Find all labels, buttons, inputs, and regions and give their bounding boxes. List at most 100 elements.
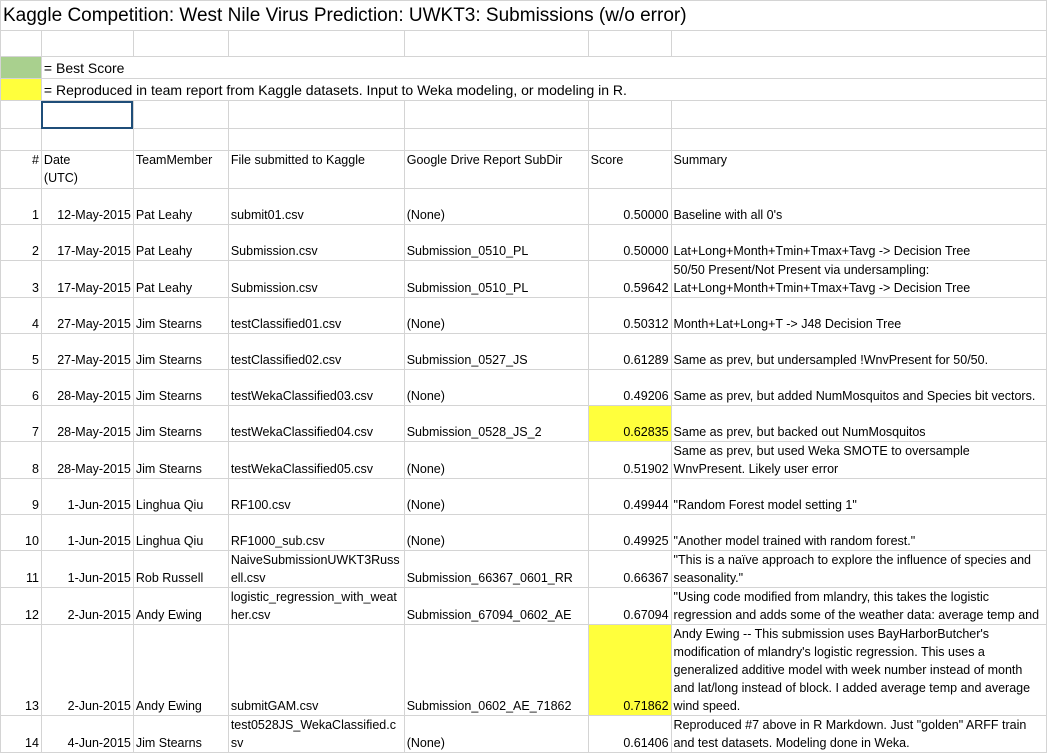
row-summary[interactable]: Reproduced #7 above in R Markdown. Just … [670,715,1047,753]
row-member[interactable]: Andy Ewing [132,587,229,625]
row-file[interactable]: testWekaClassified05.csv [227,441,405,479]
row-score[interactable]: 0.50000 [587,188,672,225]
row-file[interactable]: NaiveSubmissionUWKT3Russell.csv [227,550,405,588]
row-date[interactable]: 2-Jun-2015 [40,624,134,716]
row-score[interactable]: 0.51902 [587,441,672,479]
row-member[interactable]: Linghua Qiu [132,478,229,515]
row-member[interactable]: Linghua Qiu [132,514,229,551]
row-num[interactable]: 7 [0,405,42,442]
row-num[interactable]: 2 [0,224,42,261]
row-summary[interactable]: Same as prev, but backed out NumMosquito… [670,405,1047,442]
row-dir[interactable]: (None) [403,297,589,334]
row-score[interactable]: 0.66367 [587,550,672,588]
row-file[interactable]: testWekaClassified03.csv [227,369,405,406]
row-num[interactable]: 8 [0,441,42,479]
header-score[interactable]: Score [587,150,672,189]
row-file[interactable]: submitGAM.csv [227,624,405,716]
sheet-title[interactable]: Kaggle Competition: West Nile Virus Pred… [0,0,1047,31]
row-num[interactable]: 1 [0,188,42,225]
row-dir[interactable]: Submission_0527_JS [403,333,589,370]
row-summary[interactable]: Andy Ewing -- This submission uses BayHa… [670,624,1047,716]
row-num[interactable]: 10 [0,514,42,551]
row-num[interactable]: 12 [0,587,42,625]
row-member[interactable]: Jim Stearns [132,715,229,753]
legend-reproduced-swatch[interactable] [0,78,42,101]
row-file[interactable]: testClassified01.csv [227,297,405,334]
row-summary[interactable]: "This is a naïve approach to explore the… [670,550,1047,588]
row-score[interactable]: 0.49944 [587,478,672,515]
row-dir[interactable]: Submission_0528_JS_2 [403,405,589,442]
header-member[interactable]: TeamMember [132,150,229,189]
row-dir[interactable]: Submission_0510_PL [403,260,589,298]
row-dir[interactable]: (None) [403,715,589,753]
blank-cell[interactable] [0,30,42,57]
row-member[interactable]: Jim Stearns [132,333,229,370]
row-summary[interactable]: "Random Forest model setting 1" [670,478,1047,515]
row-dir[interactable]: (None) [403,441,589,479]
row-score[interactable]: 0.61406 [587,715,672,753]
row-score[interactable]: 0.49925 [587,514,672,551]
row-file[interactable]: Submission.csv [227,224,405,261]
row-num[interactable]: 14 [0,715,42,753]
row-summary[interactable]: "Another model trained with random fores… [670,514,1047,551]
row-summary[interactable]: Same as prev, but added NumMosquitos and… [670,369,1047,406]
header-file[interactable]: File submitted to Kaggle [227,150,405,189]
row-summary[interactable]: Lat+Long+Month+Tmin+Tmax+Tavg -> Decisio… [670,224,1047,261]
selected-cell[interactable] [40,100,134,129]
row-num[interactable]: 6 [0,369,42,406]
row-num[interactable]: 5 [0,333,42,370]
row-summary[interactable]: 50/50 Present/Not Present via undersampl… [670,260,1047,298]
row-score-highlighted[interactable]: 0.71862 [587,624,672,716]
row-dir[interactable]: Submission_66367_0601_RR [403,550,589,588]
row-date[interactable]: 12-May-2015 [40,188,134,225]
row-summary[interactable]: "Using code modified from mlandry, this … [670,587,1047,625]
row-file[interactable]: testClassified02.csv [227,333,405,370]
row-num[interactable]: 11 [0,550,42,588]
row-score[interactable]: 0.50000 [587,224,672,261]
row-date[interactable]: 28-May-2015 [40,405,134,442]
row-date[interactable]: 4-Jun-2015 [40,715,134,753]
row-dir[interactable]: Submission_67094_0602_AE [403,587,589,625]
row-member[interactable]: Jim Stearns [132,369,229,406]
row-dir[interactable]: (None) [403,478,589,515]
row-date[interactable]: 1-Jun-2015 [40,514,134,551]
row-file[interactable]: RF100.csv [227,478,405,515]
header-date[interactable]: Date (UTC) [40,150,134,189]
row-member[interactable]: Jim Stearns [132,297,229,334]
row-file[interactable]: logistic_regression_with_weather.csv [227,587,405,625]
row-file[interactable]: submit01.csv [227,188,405,225]
row-summary[interactable]: Same as prev, but undersampled !WnvPrese… [670,333,1047,370]
row-score[interactable]: 0.67094 [587,587,672,625]
row-dir[interactable]: Submission_0602_AE_71862 [403,624,589,716]
row-summary[interactable]: Baseline with all 0's [670,188,1047,225]
legend-best-swatch[interactable] [0,56,42,79]
row-file[interactable]: RF1000_sub.csv [227,514,405,551]
row-dir[interactable]: (None) [403,514,589,551]
row-date[interactable]: 1-Jun-2015 [40,478,134,515]
row-member[interactable]: Pat Leahy [132,260,229,298]
row-member[interactable]: Jim Stearns [132,441,229,479]
row-member[interactable]: Andy Ewing [132,624,229,716]
row-dir[interactable]: (None) [403,188,589,225]
row-score[interactable]: 0.50312 [587,297,672,334]
row-date[interactable]: 28-May-2015 [40,441,134,479]
row-date[interactable]: 28-May-2015 [40,369,134,406]
header-dir[interactable]: Google Drive Report SubDir [403,150,589,189]
row-num[interactable]: 3 [0,260,42,298]
row-dir[interactable]: (None) [403,369,589,406]
row-member[interactable]: Pat Leahy [132,224,229,261]
row-score[interactable]: 0.59642 [587,260,672,298]
row-member[interactable]: Jim Stearns [132,405,229,442]
row-date[interactable]: 1-Jun-2015 [40,550,134,588]
header-summary[interactable]: Summary [670,150,1047,189]
row-num[interactable]: 13 [0,624,42,716]
row-member[interactable]: Pat Leahy [132,188,229,225]
row-date[interactable]: 27-May-2015 [40,333,134,370]
row-num[interactable]: 4 [0,297,42,334]
row-member[interactable]: Rob Russell [132,550,229,588]
header-num[interactable]: # [0,150,42,189]
row-dir[interactable]: Submission_0510_PL [403,224,589,261]
row-date[interactable]: 2-Jun-2015 [40,587,134,625]
row-date[interactable]: 27-May-2015 [40,297,134,334]
legend-best-label[interactable]: = Best Score [40,56,1047,79]
